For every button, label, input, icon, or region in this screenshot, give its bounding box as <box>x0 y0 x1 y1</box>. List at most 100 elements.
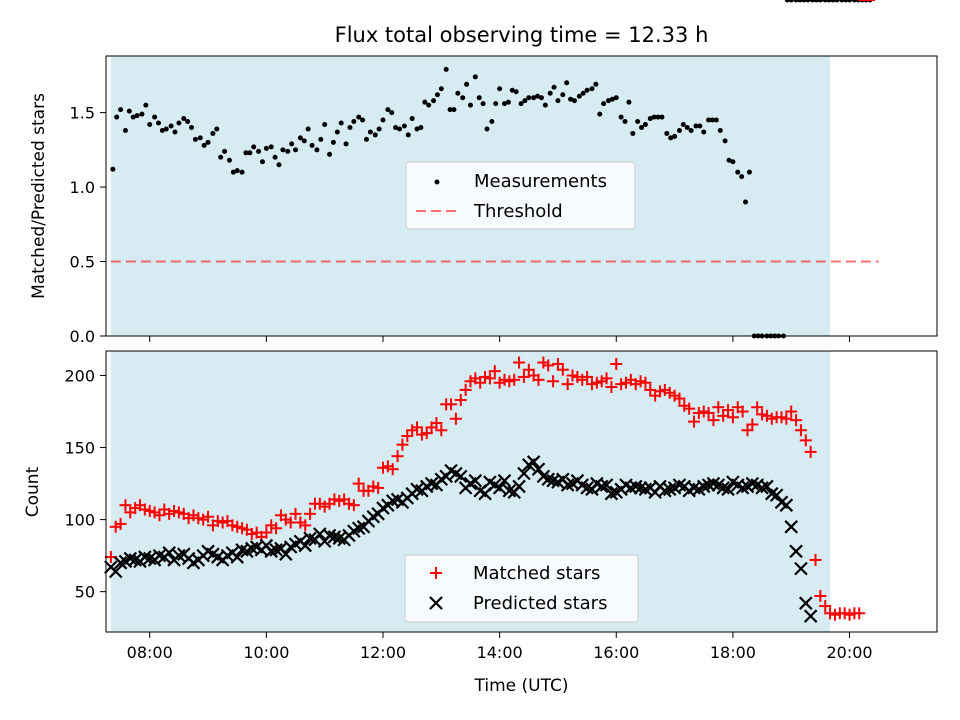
predicted-star-point <box>721 482 735 497</box>
predicted-star-point <box>123 551 138 566</box>
measurement-point <box>722 138 728 144</box>
matched-star-point <box>430 417 443 430</box>
measurement-point <box>659 114 665 120</box>
measurement-point <box>843 0 849 3</box>
measurement-point <box>259 159 265 165</box>
matched-star-point <box>396 438 409 451</box>
measurement-point <box>389 110 395 116</box>
matched-star-point <box>722 404 735 417</box>
top-panel: 0.0 0.5 1.0 1.5 Matched/Predicted stars Mea… <box>29 0 938 346</box>
measurement-point <box>701 129 707 135</box>
measurement-point <box>118 107 124 113</box>
y-tick-label: 200 <box>64 366 95 385</box>
predicted-star-point <box>779 498 794 512</box>
x-tick-label: 20:00 <box>826 643 872 662</box>
matched-star-point <box>707 414 720 427</box>
predicted-star-point <box>624 481 638 495</box>
matched-star-point <box>547 375 560 388</box>
measurement-point <box>152 114 158 120</box>
matched-star-point <box>726 411 739 424</box>
measurement-point <box>168 123 174 129</box>
bottom-panel-frame <box>105 350 938 633</box>
matched-star-point <box>449 412 462 425</box>
measurement-point <box>797 0 803 3</box>
matched-star-point <box>517 370 530 383</box>
predicted-star-point <box>468 473 483 488</box>
x-tick-label: 10:00 <box>243 643 289 662</box>
measurement-point <box>110 166 116 172</box>
predicted-star-point <box>517 466 531 481</box>
measurement-point <box>447 107 453 113</box>
predicted-star-point <box>162 545 176 560</box>
measurement-point <box>480 101 486 107</box>
measurement-point <box>181 116 187 122</box>
measurement-point <box>134 113 140 119</box>
predicted-star-point <box>298 538 313 553</box>
measurement-point <box>655 114 661 120</box>
matched-star-point <box>804 445 817 458</box>
matched-star-point <box>347 499 360 512</box>
measurement-point <box>597 111 603 117</box>
bottom-legend: Matched stars Predicted stars <box>404 554 639 623</box>
measurement-point <box>251 144 257 150</box>
matched-star-point <box>683 402 696 415</box>
predicted-star-point <box>755 481 769 495</box>
measurement-point <box>256 148 262 154</box>
measurement-point <box>280 147 286 153</box>
matched-star-point <box>853 607 866 620</box>
measurement-point <box>484 126 490 132</box>
measurement-point <box>788 0 794 3</box>
measurement-point <box>688 127 694 133</box>
top-y-ticks: 0.0 0.5 1.0 1.5 <box>70 104 106 346</box>
matched-star-point <box>299 519 312 532</box>
predicted-star-point <box>803 609 818 623</box>
measurement-point <box>664 130 670 136</box>
matched-star-point <box>819 600 832 613</box>
measurement-point <box>130 114 136 120</box>
measurement-point <box>531 95 537 101</box>
matched-star-point <box>445 398 458 411</box>
matched-star-point <box>790 414 803 427</box>
predicted-star-point <box>696 479 711 494</box>
predicted-star-point <box>497 473 512 488</box>
measurement-point <box>684 124 690 130</box>
measurement-point <box>418 124 424 130</box>
measurement-point <box>526 95 532 101</box>
predicted-star-point <box>706 476 721 491</box>
measurement-point <box>668 135 674 141</box>
matched-star-point <box>736 405 749 418</box>
measurement-point <box>560 92 566 98</box>
measurement-point <box>443 66 449 72</box>
matched-star-point <box>114 517 127 530</box>
predicted-star-point <box>502 484 517 498</box>
matched-star-point <box>119 499 132 512</box>
legend-marker-matched <box>430 567 442 579</box>
measurement-point <box>639 124 645 130</box>
legend-label-matched: Matched stars <box>473 563 600 584</box>
matched-star-point <box>780 412 793 425</box>
measurement-point <box>730 159 736 165</box>
measurement-point <box>542 102 548 108</box>
predicted-star-point <box>716 481 730 495</box>
measurement-point <box>489 119 495 125</box>
measurement-point <box>272 154 278 160</box>
measurement-point <box>739 174 745 180</box>
x-tick-label: 08:00 <box>127 643 173 662</box>
predicted-star-point <box>599 478 614 492</box>
matched-star-point <box>751 401 764 414</box>
measurement-point <box>651 114 657 120</box>
measurement-point <box>513 89 519 95</box>
matched-star-point <box>581 370 594 383</box>
measurement-point <box>289 141 295 147</box>
top-legend-box <box>405 161 636 230</box>
measurement-point <box>609 96 615 102</box>
chart-title: Flux total observing time = 12.33 h <box>335 23 709 47</box>
measurement-point <box>467 102 473 108</box>
measurement-point <box>505 99 511 105</box>
measurement-point <box>576 93 582 99</box>
measurement-point <box>709 117 715 123</box>
measurement-point <box>226 157 232 163</box>
measurement-point <box>851 0 857 3</box>
measurement-point <box>547 90 553 96</box>
matched-star-point <box>794 424 807 437</box>
